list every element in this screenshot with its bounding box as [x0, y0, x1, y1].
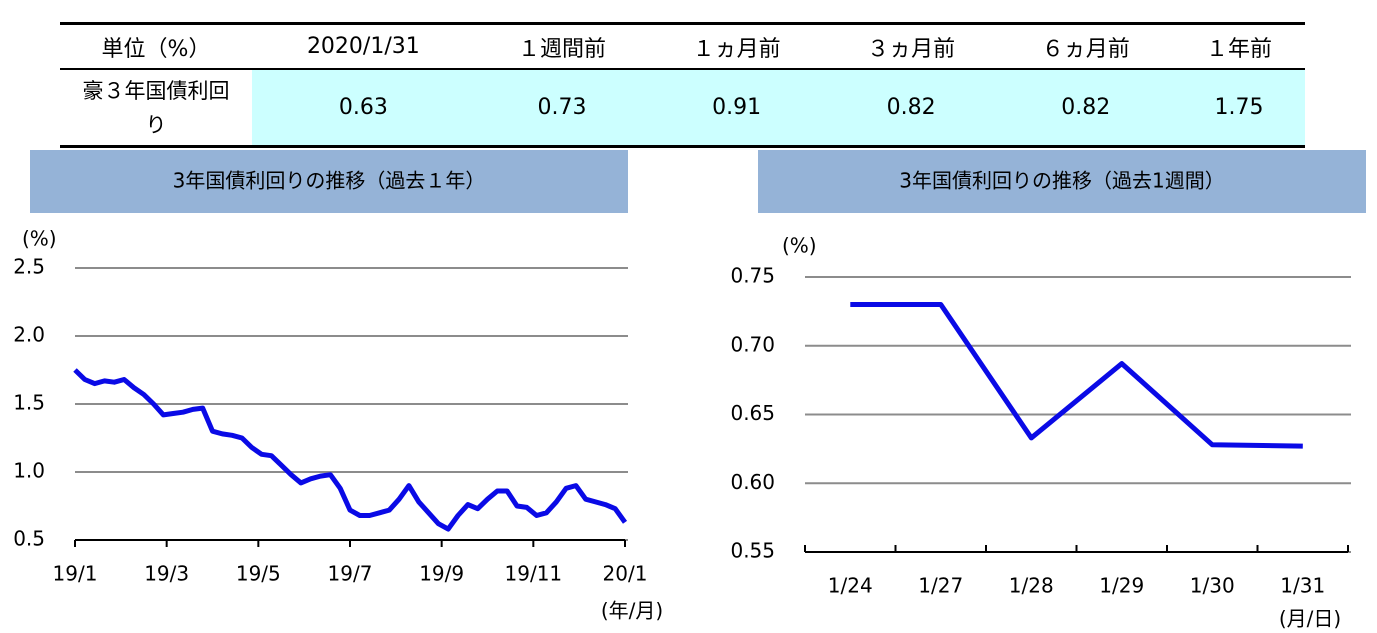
value-cell: 1.75	[1173, 69, 1305, 147]
data-line	[850, 302, 1303, 449]
header-cell: １週間前	[474, 23, 650, 70]
y-tick-label: 0.60	[730, 470, 775, 494]
y-tick-label: 0.55	[730, 539, 775, 563]
y-tick-label: 1.5	[13, 391, 45, 415]
x-tick-label: 19/3	[144, 562, 189, 586]
y-tick-label: 2.0	[13, 323, 45, 347]
y-unit: (%)	[22, 227, 57, 251]
x-tick-label: 1/24	[828, 574, 873, 598]
header-cell: ６ヵ月前	[998, 23, 1174, 70]
data-row: 豪３年国債利回り 0.63 0.73 0.91 0.82 0.82 1.75	[60, 69, 1305, 147]
title-box	[758, 150, 1366, 213]
x-tick-label: 1/29	[1099, 574, 1144, 598]
x-tick-label: 19/5	[236, 562, 281, 586]
value-cell: 0.82	[823, 69, 999, 147]
y-tick-label: 0.65	[730, 401, 775, 425]
x-tick-label: 1/27	[918, 574, 963, 598]
x-tick-label: 1/28	[1009, 574, 1054, 598]
header-cell: 単位（%）	[60, 23, 252, 70]
x-tick-label: 20/1	[603, 562, 648, 586]
x-unit: (月/日)	[1279, 607, 1341, 631]
x-tick-label: 19/1	[53, 562, 98, 586]
value-cell: 0.91	[649, 69, 824, 147]
title-box	[30, 150, 628, 213]
x-tick-label: 19/7	[328, 562, 373, 586]
header-row: 単位（%） 2020/1/31 １週間前 １ヵ月前 ３ヵ月前 ６ヵ月前 １年前	[60, 23, 1305, 70]
header-cell: １年前	[1173, 23, 1305, 70]
x-tick-label: 19/11	[505, 562, 563, 586]
value-cell: 0.63	[252, 69, 475, 147]
y-tick-label: 0.5	[13, 527, 45, 551]
value-cell: 0.73	[474, 69, 650, 147]
header-cell: １ヵ月前	[649, 23, 824, 70]
data-line	[73, 368, 628, 532]
row-label: 豪３年国債利回り	[60, 69, 252, 147]
header-cell: 2020/1/31	[252, 23, 475, 70]
y-tick-label: 2.5	[13, 255, 45, 279]
chart-title: 3年国債利回りの推移（過去1週間）	[899, 169, 1224, 193]
y-tick-label: 0.75	[730, 264, 775, 288]
x-tick-label: 1/30	[1190, 574, 1235, 598]
x-unit: (年/月)	[601, 599, 663, 623]
chart-title: 3年国債利回りの推移（過去１年）	[173, 169, 486, 193]
x-tick-label: 1/31	[1280, 574, 1325, 598]
x-tick-label: 19/9	[419, 562, 464, 586]
y-tick-label: 0.70	[730, 332, 775, 356]
y-tick-label: 1.0	[13, 459, 45, 483]
yield-table: 単位（%） 2020/1/31 １週間前 １ヵ月前 ３ヵ月前 ６ヵ月前 １年前 豪３年国債利…	[60, 22, 1305, 148]
value-cell: 0.82	[998, 69, 1174, 147]
header-cell: ３ヵ月前	[823, 23, 999, 70]
y-unit: (%)	[782, 234, 817, 258]
